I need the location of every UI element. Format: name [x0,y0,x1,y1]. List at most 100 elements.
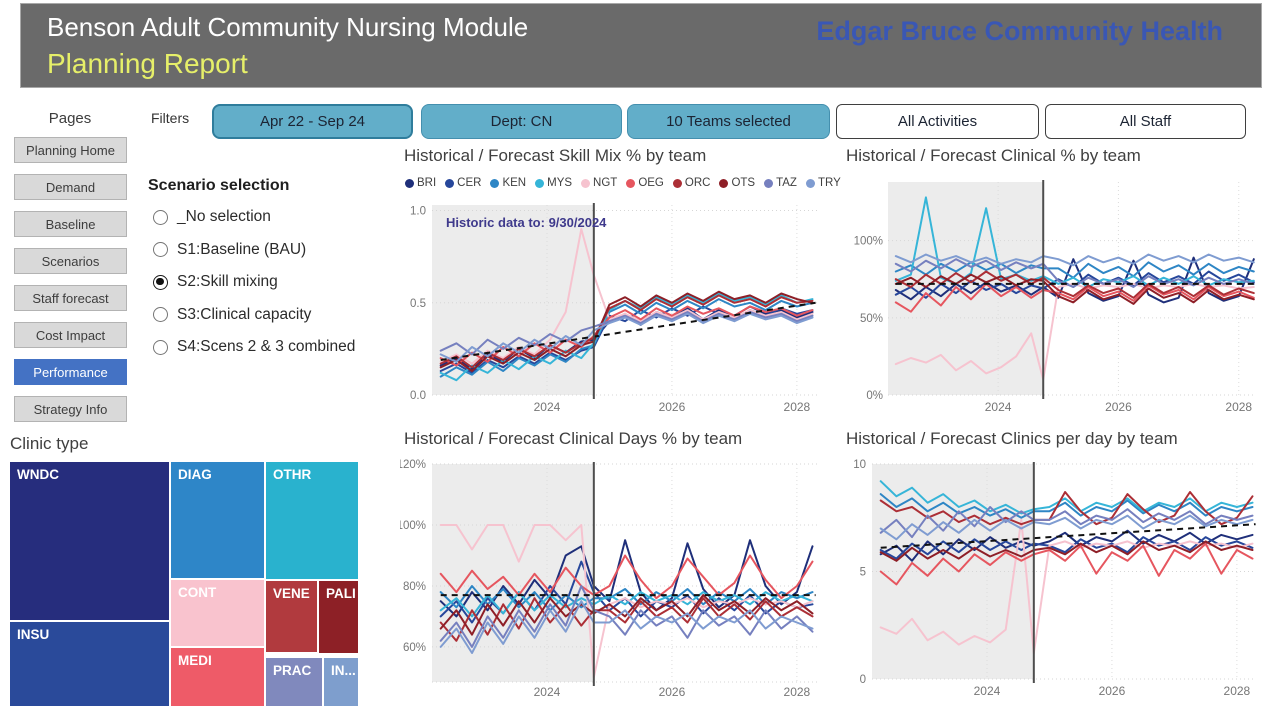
series-line-KEN[interactable] [439,298,814,378]
sidebar-item-strategy-info[interactable]: Strategy Info [14,396,127,422]
radio-unselected-icon[interactable] [153,242,168,257]
series-line-NGT[interactable] [879,518,1254,655]
chart-skill-mix-plot[interactable]: 0.0 0.5 1.0 2024 2026 2028 Historic data to: 9… [400,195,832,420]
legend-label: OEG [638,177,664,189]
radio-selected-icon[interactable] [153,274,168,290]
legend-item-OEG[interactable]: OEG [626,177,664,189]
series-line-OTS[interactable] [879,540,1254,562]
scenario-option-3[interactable]: S2:Skill mixing [153,271,278,293]
filter-button-3[interactable]: 10 Teams selected [627,104,830,139]
treemap-cell-VENE[interactable]: VENE [266,581,317,652]
legend-item-NGT[interactable]: NGT [581,177,617,189]
treemap-cell-label: PALI [326,586,356,601]
series-line-BRI[interactable] [879,529,1254,562]
filter-button-2[interactable]: Dept: CN [421,104,622,139]
sidebar-item-performance[interactable]: Performance [14,359,127,385]
series-line-OEG[interactable] [879,542,1254,586]
treemap-cell-label: CONT [178,585,217,600]
treemap-cell-label: INSU [17,627,50,642]
chart-title-clinical-pct: Historical / Forecast Clinical % by team [846,146,1141,165]
series-line-BRI[interactable] [439,539,814,618]
treemap-cell-IN[interactable]: IN... [324,658,358,706]
chart-clinics-per-day-plot[interactable]: 0 5 10 2024 2026 2028 [845,455,1265,710]
legend-dot-KEN [490,178,500,188]
sidebar-item-planning-home[interactable]: Planning Home [14,137,127,163]
radio-unselected-icon[interactable] [153,209,168,225]
legend-item-KEN[interactable]: KEN [490,177,526,189]
series-line-TRY[interactable] [879,514,1254,541]
sidebar-item-scenarios[interactable]: Scenarios [14,248,127,274]
series-line-ORC[interactable] [439,294,814,369]
scenario-option-4[interactable]: S3:Clinical capacity [153,304,311,326]
chart-clinical-days-plot[interactable]: 60% 80% 100% 120% 2024 2026 2028 [400,455,832,710]
treemap-cell-label: VENE [273,586,310,601]
filter-button-1[interactable]: Apr 22 - Sep 24 [212,104,413,139]
treemap-cell-PALI[interactable]: PALI [319,581,358,653]
series-line-TRY[interactable] [439,600,814,654]
treemap-cell-label: OTHR [273,467,312,482]
legend-label: KEN [502,177,527,189]
treemap-cell-WNDC[interactable]: WNDC [10,462,169,620]
series-line-MYS[interactable] [439,591,814,618]
series-line-TAZ[interactable] [894,258,1255,288]
sidebar-item-staff-forecast[interactable]: Staff forecast [14,285,127,311]
series-line-TRY[interactable] [894,253,1255,267]
series-line-NGT[interactable] [439,524,814,679]
legend-item-ORC[interactable]: ORC [672,177,711,189]
series-line-OTS[interactable] [439,594,814,636]
x-tick-label: 2026 [659,400,686,414]
legend-label: ORC [684,177,711,189]
filter-button-4[interactable]: All Activities [836,104,1039,139]
scenario-option-2[interactable]: S1:Baseline (BAU) [153,239,306,261]
sidebar-item-demand[interactable]: Demand [14,174,127,200]
series-line-OTS[interactable] [439,290,814,372]
x-tick-label: 2028 [1225,400,1252,414]
series-line-OEG[interactable] [439,305,814,367]
treemap-cell-CONT[interactable]: CONT [171,580,264,646]
x-tick-label: 2024 [974,684,1001,698]
treemap-cell-label: DIAG [178,467,212,482]
x-tick-label: 2024 [534,685,561,699]
legend-item-BRI[interactable]: BRI [405,177,436,189]
series-line-TAZ[interactable] [439,585,814,648]
series-line-NGT[interactable] [439,228,814,365]
report-header: Benson Adult Community Nursing Module Pl… [20,3,1262,88]
sidebar-item-cost-impact[interactable]: Cost Impact [14,322,127,348]
series-line-KEN[interactable] [439,585,814,612]
sidebar-item-baseline[interactable]: Baseline [14,211,127,237]
series-line-ORC[interactable] [894,270,1255,299]
legend-label: OTS [731,177,756,189]
legend-item-OTS[interactable]: OTS [719,177,755,189]
series-line-MYS[interactable] [879,480,1254,515]
treemap-cell-MEDI[interactable]: MEDI [171,648,264,706]
legend-item-TAZ[interactable]: TAZ [764,177,797,189]
series-line-ORC[interactable] [879,491,1254,526]
series-line-TAZ[interactable] [879,506,1254,539]
treemap-cell-label: IN... [331,663,356,678]
series-line-OEG[interactable] [894,282,1255,313]
legend-item-MYS[interactable]: MYS [535,177,572,189]
radio-unselected-icon[interactable] [153,307,168,322]
legend-item-CER[interactable]: CER [445,177,481,189]
series-line-ORC[interactable] [439,597,814,642]
pages-heading: Pages [48,110,92,127]
x-tick-label: 2026 [1105,400,1132,414]
y-tick-label: 80% [403,581,426,593]
radio-unselected-icon[interactable] [153,339,168,355]
treemap-cell-INSU[interactable]: INSU [10,622,169,706]
scenario-option-5[interactable]: S4:Scens 2 & 3 combined [153,336,355,358]
series-line-KEN[interactable] [879,493,1254,519]
series-line-OEG[interactable] [439,554,814,600]
filter-button-5[interactable]: All Staff [1045,104,1246,139]
legend-dot-MYS [535,178,545,188]
chart-clinical-pct-plot[interactable]: 0% 50% 100% 2024 2026 2028 [845,175,1265,420]
treemap-cell-OTHR[interactable]: OTHR [266,462,358,579]
scenario-option-1[interactable]: _No selection [153,206,271,228]
trend-line [880,523,1256,549]
legend-dot-TAZ [764,178,774,188]
series-line-CER[interactable] [879,536,1254,560]
treemap-cell-DIAG[interactable]: DIAG [171,462,264,578]
report-subtitle: Planning Report [47,48,248,79]
legend-item-TRY[interactable]: TRY [805,177,841,189]
treemap-cell-PRAC[interactable]: PRAC [266,658,322,706]
